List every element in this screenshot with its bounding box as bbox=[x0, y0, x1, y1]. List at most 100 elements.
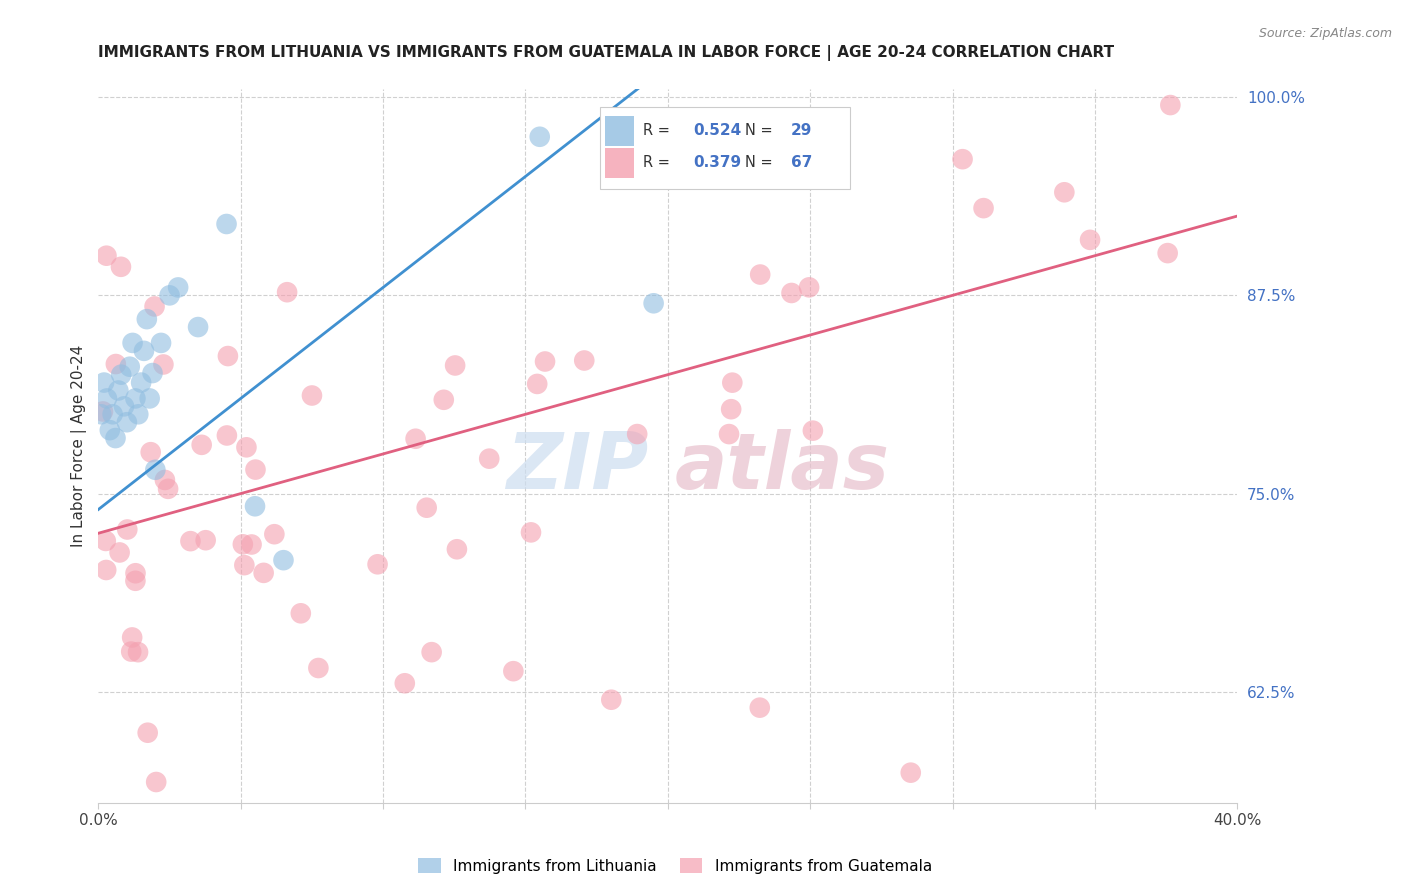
Text: 0.379: 0.379 bbox=[693, 155, 741, 170]
Point bbox=[797, 280, 820, 294]
Point bbox=[718, 427, 741, 442]
Point bbox=[394, 676, 416, 690]
Point bbox=[167, 280, 190, 294]
Point bbox=[150, 335, 173, 350]
Point bbox=[104, 431, 127, 445]
Point bbox=[136, 725, 159, 739]
Point bbox=[112, 400, 135, 414]
Point bbox=[215, 428, 238, 442]
Text: 29: 29 bbox=[790, 123, 813, 138]
Point bbox=[135, 312, 157, 326]
Text: R =: R = bbox=[643, 123, 675, 138]
Point bbox=[127, 645, 149, 659]
Text: Source: ZipAtlas.com: Source: ZipAtlas.com bbox=[1258, 27, 1392, 40]
Point bbox=[118, 359, 141, 374]
Point bbox=[190, 438, 212, 452]
Text: 67: 67 bbox=[790, 155, 813, 170]
Point bbox=[121, 631, 143, 645]
Point bbox=[194, 533, 217, 548]
Point bbox=[153, 473, 176, 487]
Point bbox=[721, 376, 744, 390]
Point bbox=[104, 357, 127, 371]
Point bbox=[139, 445, 162, 459]
Point bbox=[145, 775, 167, 789]
Point bbox=[232, 537, 254, 551]
Point bbox=[94, 533, 117, 548]
Point bbox=[748, 700, 770, 714]
Point bbox=[107, 384, 129, 398]
Point bbox=[124, 392, 146, 406]
Point bbox=[110, 260, 132, 274]
Point bbox=[1053, 186, 1076, 200]
Text: 0.524: 0.524 bbox=[693, 123, 741, 138]
Bar bbox=[605, 116, 634, 146]
Point bbox=[420, 645, 443, 659]
Point bbox=[235, 440, 257, 454]
Text: ZIP: ZIP bbox=[506, 429, 648, 506]
Point bbox=[240, 537, 263, 551]
Point bbox=[187, 320, 209, 334]
Point bbox=[952, 152, 974, 166]
Bar bbox=[605, 148, 634, 178]
Text: N =: N = bbox=[745, 123, 778, 138]
Point bbox=[115, 415, 138, 429]
Point bbox=[98, 423, 121, 437]
Point bbox=[520, 525, 543, 540]
Point bbox=[157, 482, 180, 496]
Point bbox=[253, 566, 276, 580]
Point bbox=[117, 523, 139, 537]
Point bbox=[780, 285, 803, 300]
Point bbox=[446, 542, 468, 557]
Point bbox=[1159, 98, 1181, 112]
Point bbox=[1078, 233, 1101, 247]
Point bbox=[433, 392, 456, 407]
Point bbox=[124, 566, 146, 581]
Point bbox=[159, 288, 181, 302]
Point bbox=[307, 661, 329, 675]
Point bbox=[600, 692, 623, 706]
Text: atlas: atlas bbox=[675, 429, 889, 506]
Point bbox=[90, 407, 112, 421]
Point bbox=[110, 368, 132, 382]
Point bbox=[801, 424, 824, 438]
Point bbox=[120, 644, 142, 658]
Text: IMMIGRANTS FROM LITHUANIA VS IMMIGRANTS FROM GUATEMALA IN LABOR FORCE | AGE 20-2: IMMIGRANTS FROM LITHUANIA VS IMMIGRANTS … bbox=[98, 45, 1115, 61]
Point bbox=[96, 392, 118, 406]
Point bbox=[96, 249, 118, 263]
Point bbox=[720, 402, 742, 417]
Point bbox=[141, 366, 163, 380]
Point bbox=[273, 553, 295, 567]
Point bbox=[749, 268, 772, 282]
Point bbox=[233, 558, 256, 573]
Point bbox=[179, 534, 201, 549]
Y-axis label: In Labor Force | Age 20-24: In Labor Force | Age 20-24 bbox=[72, 345, 87, 547]
Point bbox=[93, 376, 115, 390]
Point bbox=[973, 201, 995, 215]
FancyBboxPatch shape bbox=[599, 107, 851, 189]
Point bbox=[127, 407, 149, 421]
Point bbox=[96, 563, 118, 577]
Point bbox=[1156, 246, 1178, 260]
Point bbox=[367, 558, 389, 572]
Point bbox=[502, 664, 524, 678]
Point bbox=[405, 432, 427, 446]
Point bbox=[108, 545, 131, 559]
Point bbox=[138, 392, 160, 406]
Point bbox=[217, 349, 239, 363]
Point bbox=[444, 359, 467, 373]
Point bbox=[643, 296, 665, 310]
Point bbox=[301, 388, 323, 402]
Point bbox=[478, 451, 501, 466]
Point bbox=[121, 335, 143, 350]
Point bbox=[526, 376, 548, 391]
Point bbox=[626, 427, 648, 442]
Point bbox=[91, 404, 114, 418]
Point bbox=[132, 343, 155, 358]
Point bbox=[152, 358, 174, 372]
Point bbox=[290, 607, 312, 621]
Point bbox=[529, 129, 551, 144]
Point bbox=[101, 407, 124, 421]
Point bbox=[415, 500, 437, 515]
Text: N =: N = bbox=[745, 155, 778, 170]
Point bbox=[574, 353, 596, 368]
